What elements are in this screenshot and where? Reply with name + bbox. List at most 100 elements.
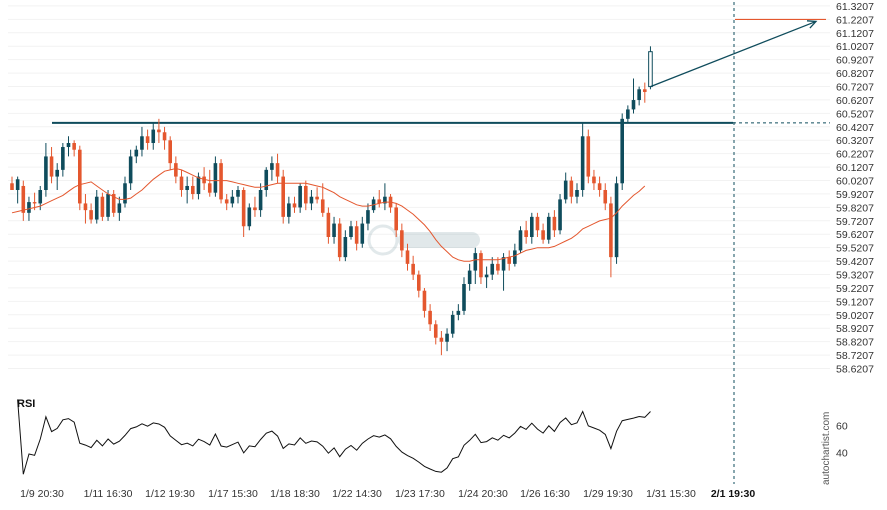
candle-body xyxy=(366,210,370,224)
y-tick-label: 58.9207 xyxy=(836,323,874,335)
candle-body xyxy=(89,210,93,220)
candle-body xyxy=(111,194,116,213)
candle-body xyxy=(21,185,26,213)
candle-body xyxy=(501,257,506,271)
candle-body xyxy=(27,202,31,213)
candle-body xyxy=(66,143,71,148)
candle-body xyxy=(258,190,263,211)
candle-body xyxy=(100,196,105,217)
candle-body xyxy=(83,203,88,211)
candle-body xyxy=(643,89,647,92)
x-tick-label: 1/22 14:30 xyxy=(332,488,382,500)
y-tick-label: 61.0207 xyxy=(836,41,874,53)
x-tick-label: 2/1 19:30 xyxy=(711,488,756,500)
x-tick-label: 1/12 19:30 xyxy=(145,488,195,500)
candle-body xyxy=(648,51,653,88)
candle-body xyxy=(496,263,500,271)
candle-body xyxy=(78,149,82,204)
projection-arrow xyxy=(650,20,818,88)
candle-body xyxy=(462,284,466,311)
candle-body xyxy=(394,207,398,231)
candle-body xyxy=(224,199,229,204)
candle-body xyxy=(490,263,495,275)
x-tick-label: 1/26 16:30 xyxy=(520,488,570,500)
rsi-tick-label: 60 xyxy=(836,420,848,432)
projection-arrow-line xyxy=(650,20,817,88)
candle-body xyxy=(637,89,641,101)
candle-body xyxy=(309,196,314,204)
rsi-tick-label: 40 xyxy=(836,448,848,460)
y-tick-label: 60.7207 xyxy=(836,82,874,94)
candle-body xyxy=(558,199,562,231)
candle-body xyxy=(450,314,455,334)
candle-body xyxy=(230,196,235,204)
y-tick-label: 59.8207 xyxy=(836,202,874,214)
candle-body xyxy=(428,310,432,325)
candle-body xyxy=(55,169,59,177)
candle-body xyxy=(270,163,274,170)
candle-body xyxy=(304,185,308,204)
candle-body xyxy=(326,212,331,237)
candle-body xyxy=(292,203,297,208)
candle-body xyxy=(151,129,156,143)
candle-body xyxy=(609,203,613,258)
candle-body xyxy=(157,129,161,133)
y-tick-label: 60.4207 xyxy=(836,122,874,134)
candle-body xyxy=(484,274,489,278)
candle-body xyxy=(207,183,212,193)
candle-body xyxy=(631,100,636,110)
candle-body xyxy=(552,216,557,231)
candle-body xyxy=(315,196,319,200)
x-tick-label: 1/23 17:30 xyxy=(395,488,445,500)
candle-body xyxy=(597,183,602,190)
y-tick-label: 60.3207 xyxy=(836,135,874,147)
x-tick-label: 1/11 16:30 xyxy=(84,488,133,500)
candle-body xyxy=(337,223,342,258)
candle-body xyxy=(445,333,449,342)
candle-body xyxy=(179,176,184,190)
candle-body xyxy=(349,226,353,237)
candle-body xyxy=(411,263,415,275)
candle-body xyxy=(94,196,99,220)
candle-body xyxy=(123,183,127,204)
candle-body xyxy=(530,216,534,237)
candle-body xyxy=(106,194,110,217)
candle-body xyxy=(236,190,240,197)
y-tick-label: 59.0207 xyxy=(836,310,874,322)
candle-body xyxy=(439,337,444,342)
candle-body xyxy=(185,185,189,190)
x-tick-label: 1/17 15:30 xyxy=(208,488,258,500)
candle-body xyxy=(603,190,608,204)
candle-body xyxy=(422,290,427,311)
y-tick-label: 58.7207 xyxy=(836,350,874,362)
candle-body xyxy=(213,163,218,193)
y-tick-label: 60.1207 xyxy=(836,162,874,174)
candle-body xyxy=(32,202,37,204)
candle-body xyxy=(332,223,336,237)
x-tick-label: 1/9 20:30 xyxy=(20,488,64,500)
candle-body xyxy=(61,147,65,170)
watermark-text: autochartist.com xyxy=(821,412,832,485)
candle-body xyxy=(219,163,223,200)
y-tick-label: 60.9207 xyxy=(836,55,874,67)
candle-body xyxy=(202,176,206,184)
candle-body xyxy=(174,163,178,177)
candle-body xyxy=(473,253,478,271)
candle-body xyxy=(563,180,568,200)
y-tick-label: 61.3207 xyxy=(836,1,874,13)
y-tick-label: 59.6207 xyxy=(836,229,874,241)
candles-layer xyxy=(10,46,653,356)
candle-body xyxy=(377,199,382,204)
candle-body xyxy=(467,270,472,284)
candle-body xyxy=(343,237,348,258)
candle-body xyxy=(10,183,14,190)
y-tick-label: 59.3207 xyxy=(836,270,874,282)
candle-body xyxy=(117,203,122,213)
x-tick-label: 1/18 18:30 xyxy=(270,488,320,500)
candle-body xyxy=(168,140,172,164)
candle-body xyxy=(518,230,523,251)
candle-body xyxy=(417,274,421,291)
